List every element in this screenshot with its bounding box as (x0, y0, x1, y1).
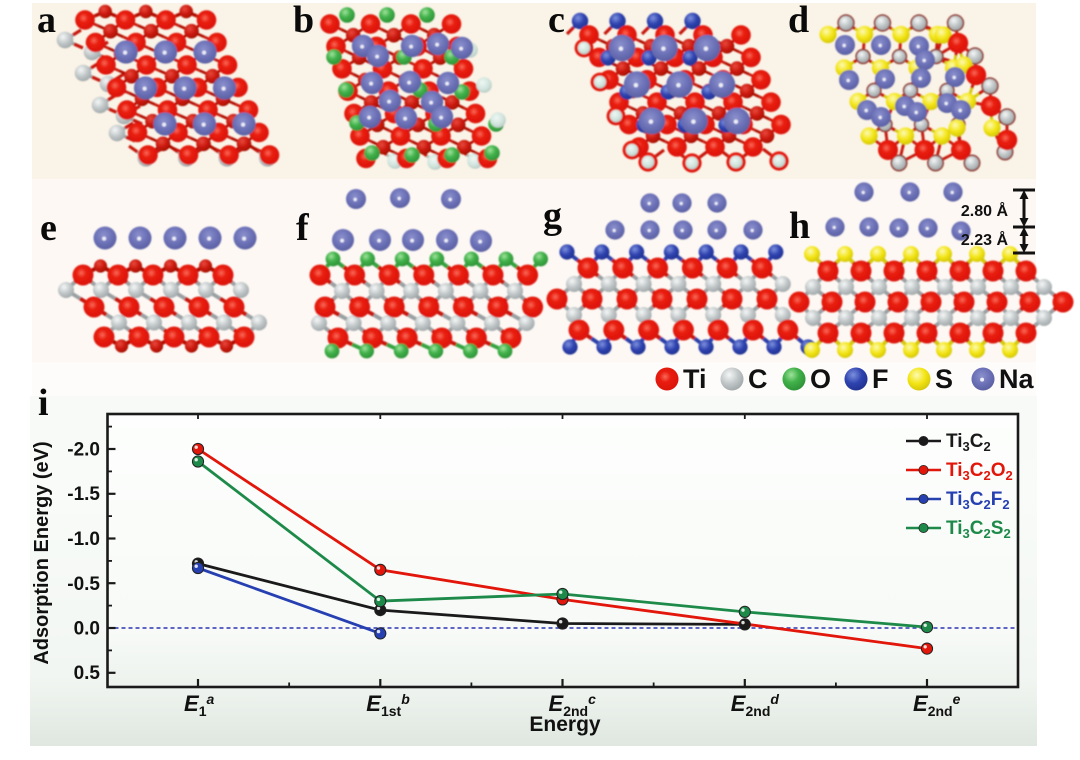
svg-text:F: F (872, 364, 889, 394)
svg-text:e: e (40, 207, 57, 249)
svg-text:g: g (543, 195, 562, 237)
svg-text:2.23 Å: 2.23 Å (961, 230, 1009, 249)
svg-text:h: h (789, 205, 810, 247)
svg-text:-1.5: -1.5 (67, 484, 100, 505)
svg-text:-1.0: -1.0 (67, 529, 100, 550)
svg-text:d: d (788, 0, 809, 41)
svg-text:Adsorption Energy (eV): Adsorption Energy (eV) (31, 441, 53, 664)
svg-text:-2.0: -2.0 (67, 440, 100, 461)
svg-text:-0.5: -0.5 (67, 574, 100, 595)
svg-text:Ti3C2S2: Ti3C2S2 (946, 518, 1011, 541)
svg-text:Na: Na (999, 364, 1034, 394)
svg-text:Ti3C2F2: Ti3C2F2 (946, 489, 1010, 512)
svg-text:O: O (810, 364, 831, 394)
svg-text:a: a (37, 0, 56, 41)
svg-text:Energy: Energy (529, 713, 601, 736)
svg-text:b: b (293, 0, 314, 41)
svg-text:2.80 Å: 2.80 Å (961, 201, 1009, 220)
svg-text:0.0: 0.0 (74, 619, 100, 640)
svg-text:S: S (935, 364, 953, 394)
svg-text:i: i (38, 382, 49, 424)
svg-text:0.5: 0.5 (74, 663, 101, 684)
svg-text:f: f (296, 207, 310, 249)
svg-text:Ti3C2O2: Ti3C2O2 (946, 460, 1013, 483)
svg-text:Ti: Ti (683, 364, 707, 394)
svg-text:C: C (748, 364, 768, 394)
svg-text:c: c (548, 0, 565, 41)
svg-text:Ti3C2: Ti3C2 (946, 431, 991, 454)
